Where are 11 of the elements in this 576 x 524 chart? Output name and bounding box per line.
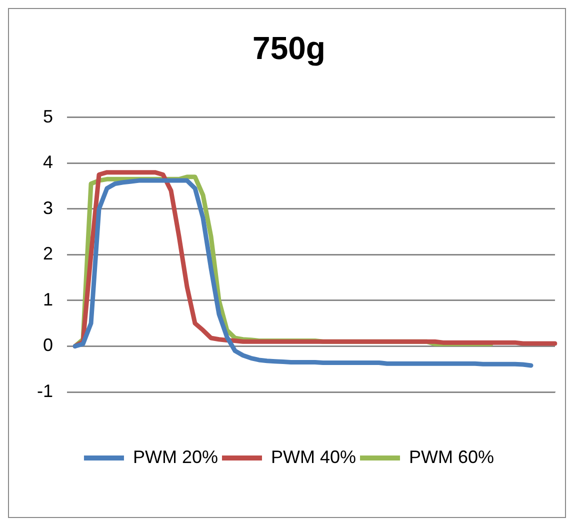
y-tick-label: 4 [42, 152, 54, 172]
legend-label: PWM 60% [409, 446, 494, 467]
y-tick-label: 5 [42, 106, 54, 126]
y-tick-label: -1 [36, 380, 54, 401]
legend-label: PWM 40% [270, 446, 356, 467]
y-tick-label: 2 [42, 244, 54, 264]
y-tick-label: 1 [42, 289, 54, 310]
y-tick-label: 3 [42, 198, 54, 218]
y-tick-label: 0 [42, 335, 54, 356]
chart-title: 750g [252, 30, 326, 66]
legend-label: PWM 20% [132, 446, 218, 467]
